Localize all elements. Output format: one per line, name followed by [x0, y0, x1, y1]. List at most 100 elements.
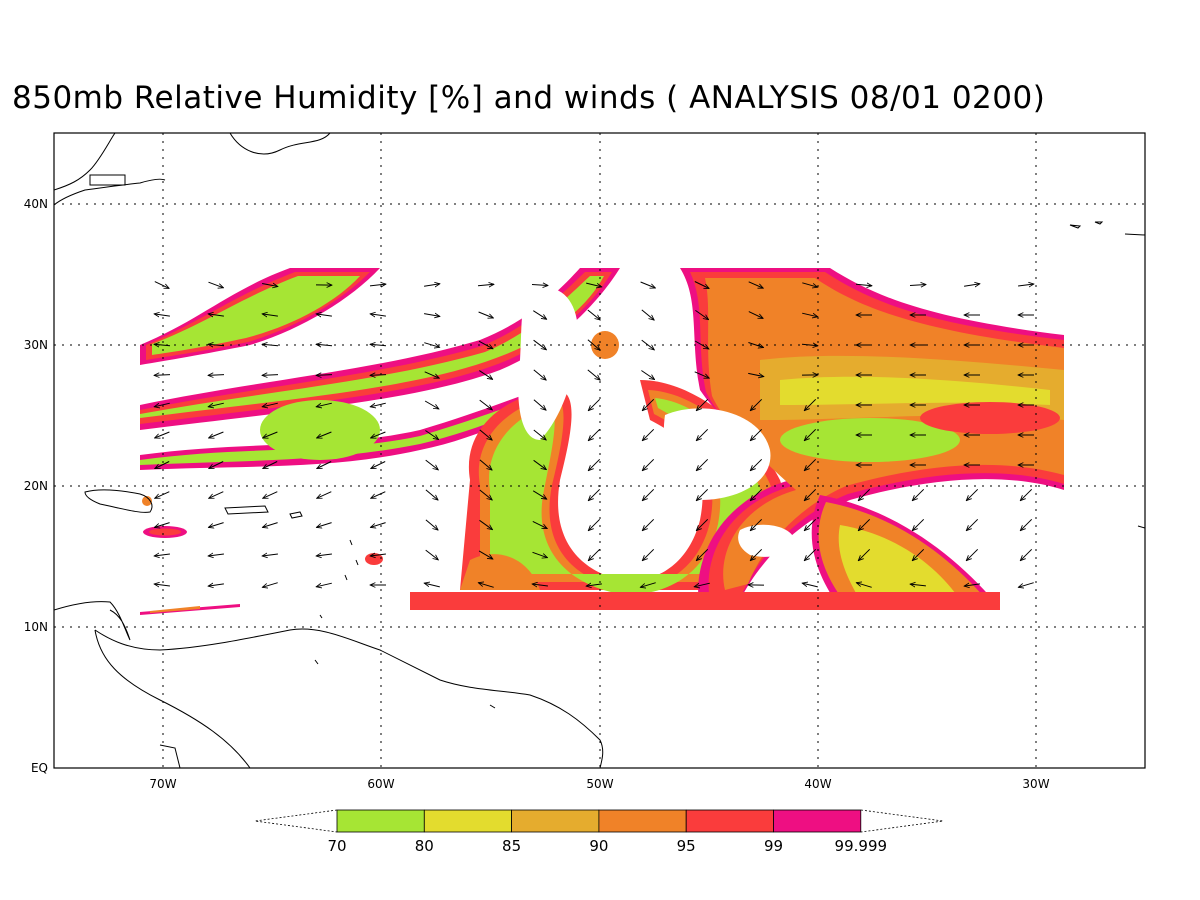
- wind-arrow: [316, 375, 333, 376]
- wind-arrow: [966, 518, 979, 530]
- colorbar: 70 80 85 90 95 99 99.999: [254, 809, 944, 855]
- wind-arrow: [425, 459, 439, 470]
- wind-arrow: [262, 344, 279, 345]
- wind-arrow: [317, 491, 332, 499]
- colorbar-swatch: [773, 809, 862, 833]
- wind-arrow: [642, 398, 655, 410]
- wind-arrow: [532, 520, 547, 528]
- wind-arrow: [154, 344, 171, 345]
- wind-arrow: [964, 284, 980, 286]
- wind-arrow: [966, 548, 979, 560]
- wind-arrow: [478, 311, 494, 318]
- wind-arrow: [587, 339, 600, 350]
- wind-arrow: [424, 314, 440, 317]
- wind-arrow: [208, 522, 224, 528]
- wind-arrow: [641, 309, 654, 320]
- wind-arrow: [316, 344, 333, 345]
- wind-arrow: [316, 554, 332, 556]
- wind-arrow: [154, 584, 170, 586]
- wind-arrow: [371, 431, 386, 438]
- wind-arrow: [696, 428, 709, 440]
- colorbar-swatch: [685, 809, 774, 833]
- wind-arrow: [208, 584, 224, 586]
- wind-arrow: [262, 522, 278, 528]
- wind-arrow: [588, 488, 601, 500]
- lat-tick-label: 40N: [24, 197, 48, 211]
- wind-arrow: [208, 314, 224, 316]
- wind-arrow: [317, 461, 332, 469]
- wind-arrow: [1020, 548, 1033, 560]
- wind-arrow: [425, 549, 439, 560]
- wind-arrow: [478, 340, 493, 349]
- wind-arrow: [748, 311, 763, 319]
- wind-arrow: [316, 402, 332, 407]
- wind-arrow: [1020, 518, 1033, 530]
- wind-arrow: [154, 281, 169, 289]
- wind-arrow: [209, 491, 224, 499]
- wind-arrow: [587, 369, 600, 380]
- wind-arrow: [912, 518, 925, 530]
- wind-arrow: [855, 284, 872, 286]
- wind-arrow: [750, 398, 763, 410]
- wind-arrow: [912, 488, 925, 500]
- wind-arrow: [262, 582, 278, 588]
- wind-arrow: [748, 373, 764, 376]
- wind-arrow: [966, 488, 979, 500]
- wind-arrow: [208, 402, 224, 407]
- wind-arrow: [909, 285, 926, 286]
- wind-arrow: [588, 428, 601, 440]
- colorbar-label: 85: [502, 837, 521, 855]
- coastlines: [54, 133, 1145, 768]
- wind-arrow: [748, 281, 764, 289]
- wind-arrow: [479, 489, 492, 500]
- wind-arrow: [263, 431, 278, 438]
- wind-arrow: [642, 428, 655, 440]
- wind-arrow: [912, 548, 925, 560]
- lat-tick-label: 30N: [24, 338, 48, 352]
- wind-arrow: [477, 284, 494, 285]
- lat-tick-label: 10N: [24, 620, 48, 634]
- wind-arrow: [750, 488, 763, 500]
- wind-arrow: [208, 554, 224, 556]
- wind-arrow: [478, 583, 494, 588]
- wind-arrow: [425, 489, 438, 500]
- wind-arrow: [696, 518, 709, 530]
- lon-tick-label: 50W: [586, 777, 613, 791]
- wind-arrow: [694, 582, 710, 587]
- wind-arrow: [588, 548, 601, 560]
- colorbar-swatch: [336, 809, 425, 833]
- wind-arrow: [208, 375, 225, 376]
- wind-arrow: [910, 584, 926, 586]
- wind-arrow: [531, 285, 548, 286]
- wind-arrow: [532, 490, 547, 499]
- wind-arrow: [533, 310, 546, 320]
- lon-tick-label: 60W: [367, 777, 394, 791]
- wind-arrow: [642, 488, 655, 500]
- wind-arrow: [801, 344, 818, 346]
- wind-arrow: [750, 458, 763, 470]
- lat-tick-label: EQ: [31, 761, 48, 775]
- wind-arrow: [316, 314, 332, 316]
- lon-tick-labels: 70W 60W 50W 40W 30W: [149, 777, 1049, 791]
- wind-arrow: [694, 340, 709, 349]
- wind-arrow: [479, 519, 493, 529]
- wind-arrow: [155, 461, 170, 469]
- wind-arrow: [155, 431, 170, 438]
- wind-arrow: [1018, 284, 1034, 286]
- colorbar-swatch: [511, 809, 600, 833]
- wind-arrow: [586, 584, 602, 586]
- wind-arrow: [588, 458, 601, 470]
- wind-arrow: [748, 342, 763, 348]
- plot-frame: [53, 132, 1146, 769]
- wind-arrow: [532, 551, 548, 557]
- wind-arrow: [642, 518, 655, 530]
- colorbar-label: 90: [589, 837, 608, 855]
- wind-arrow: [478, 550, 493, 559]
- wind-arrow: [370, 522, 386, 528]
- wind-arrow: [208, 281, 224, 288]
- wind-arrow: [533, 399, 546, 410]
- wind-arrow: [479, 459, 492, 470]
- wind-vectors: [154, 281, 1034, 588]
- wind-arrow: [533, 339, 547, 350]
